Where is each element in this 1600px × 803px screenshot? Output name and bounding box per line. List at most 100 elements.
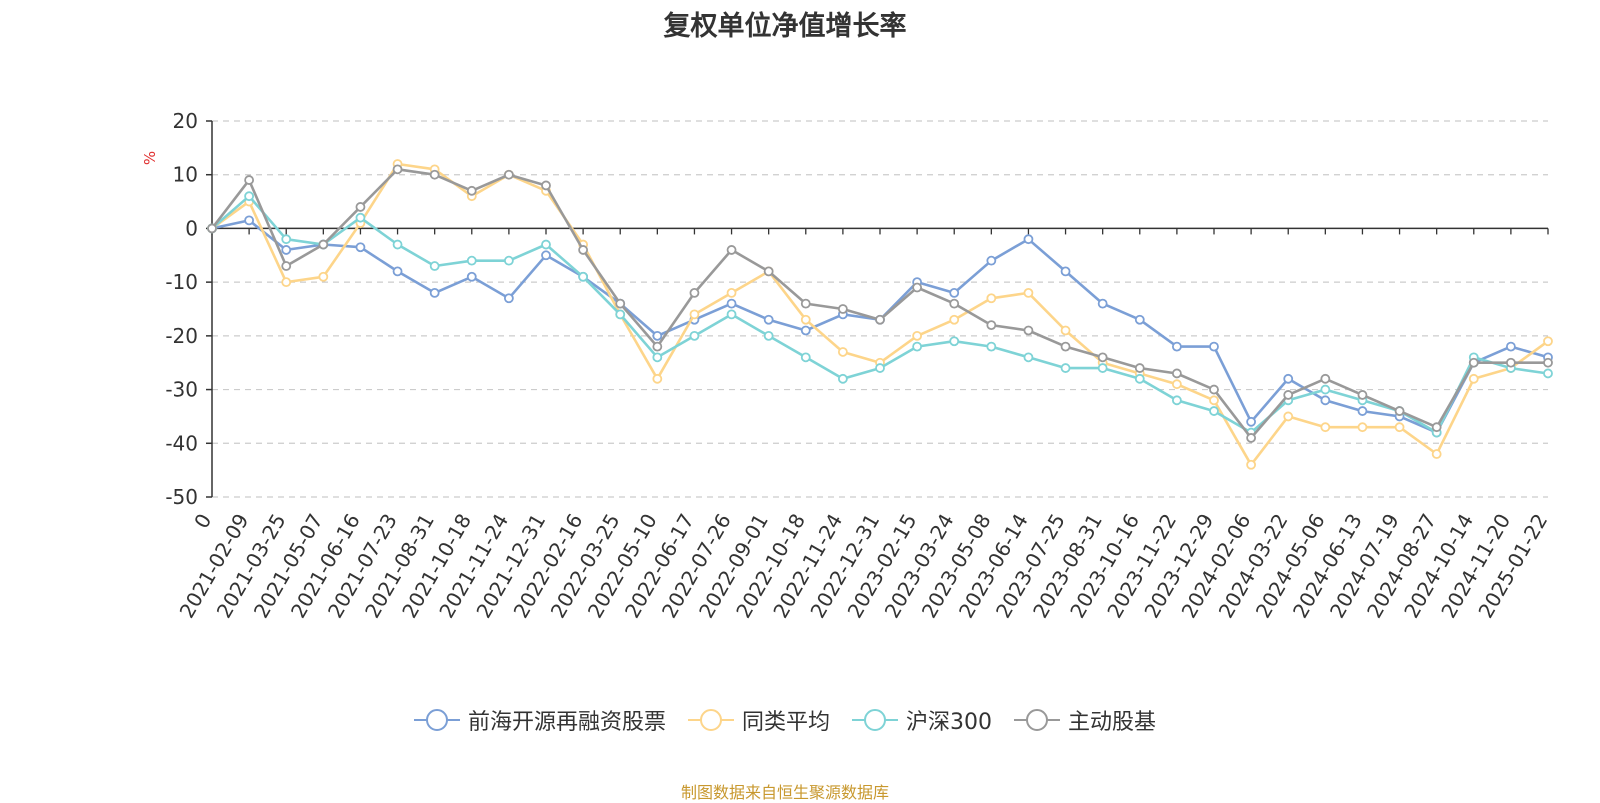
data-point [1060,363,1071,373]
data-point [726,245,737,255]
data-point [1097,352,1108,363]
chart-title: 复权单位净值增长率 [663,11,907,42]
data-point [1209,341,1219,352]
data-point [281,245,292,255]
data-point [207,223,217,234]
data-point [1023,325,1034,336]
data-point [1060,325,1071,336]
data-point [503,255,514,266]
series-line-2 [211,162,1549,467]
data-point [1543,336,1553,347]
data-point [392,266,403,277]
data-point [1209,384,1219,395]
data-point [837,304,848,314]
data-point [1171,341,1182,352]
legend-item[interactable]: 前海开源再融资股票 [413,704,666,736]
data-point [244,215,255,226]
legend-marker-icon [1014,709,1060,731]
data-point [392,239,403,250]
data-point [578,245,589,255]
legend-item[interactable]: 沪深300 [852,704,992,736]
data-point [875,314,885,325]
y-tick-label: -10 [165,270,198,294]
axes: 20100-10-20-30-40-5002021-02-092021-03-2… [165,109,1552,622]
data-point [1134,314,1145,325]
data-point [689,309,700,320]
data-point [466,255,477,266]
data-point [800,314,811,325]
data-point [949,287,960,298]
data-point [1171,379,1182,390]
data-point [949,314,960,325]
data-point [355,202,366,212]
source-note: 制图数据来自恒生聚源数据库 [680,783,889,802]
data-point [800,325,811,336]
data-point [615,298,626,309]
data-point [1431,449,1442,459]
data-point [541,180,551,191]
data-point [652,341,663,352]
data-point [1283,390,1294,400]
data-point [541,250,551,261]
data-point [244,175,255,185]
data-point [355,242,366,253]
legend-item[interactable]: 同类平均 [687,704,830,736]
data-point [875,363,885,373]
data-point [1171,395,1182,406]
data-point [1357,390,1368,400]
legend-label: 主动股基 [1068,710,1157,735]
data-point [1320,373,1331,384]
data-point [763,314,774,325]
series-line-4 [210,168,1548,440]
data-point [1023,287,1034,298]
data-point [429,287,440,298]
data-point [244,191,255,202]
legend-label: 前海开源再融资股票 [467,710,666,735]
data-point [281,234,292,245]
data-point [652,330,663,341]
data-point [837,373,848,384]
legend-item[interactable]: 主动股基 [1014,704,1156,736]
data-point [1246,459,1257,470]
legend-marker-icon [413,709,460,731]
data-point [1468,357,1479,368]
data-point [800,352,811,363]
data-point [1320,422,1331,433]
data-point [912,330,923,341]
data-point [318,239,329,250]
data-point [1171,368,1182,379]
data-point [1134,363,1145,373]
data-point [1543,357,1553,368]
data-point [1246,433,1257,443]
y-axis-label: % [141,151,159,165]
data-point [1097,298,1108,309]
data-point [1505,341,1516,352]
data-point [1283,373,1294,384]
data-point [503,293,514,304]
data-point [1134,373,1145,384]
data-point [429,169,440,180]
data-point [1543,368,1553,379]
data-point [429,261,440,271]
data-point [986,293,997,304]
data-point [652,352,663,363]
data-point [800,298,811,309]
legend-label: 沪深300 [906,710,992,735]
data-point [1394,422,1405,433]
data-point [837,347,848,357]
data-point [986,320,997,331]
series-lines [207,159,1553,470]
data-point [466,185,477,196]
data-point [689,330,700,341]
y-tick-label: 20 [173,109,198,133]
data-point [615,309,626,320]
data-point [578,271,589,282]
data-point [318,271,329,282]
data-point [986,255,997,266]
y-tick-label: -30 [165,378,198,402]
y-tick-label: -40 [165,431,198,455]
legend-label: 同类平均 [741,710,830,735]
data-point [726,309,737,320]
data-point [1209,395,1219,406]
data-point [1023,234,1034,245]
